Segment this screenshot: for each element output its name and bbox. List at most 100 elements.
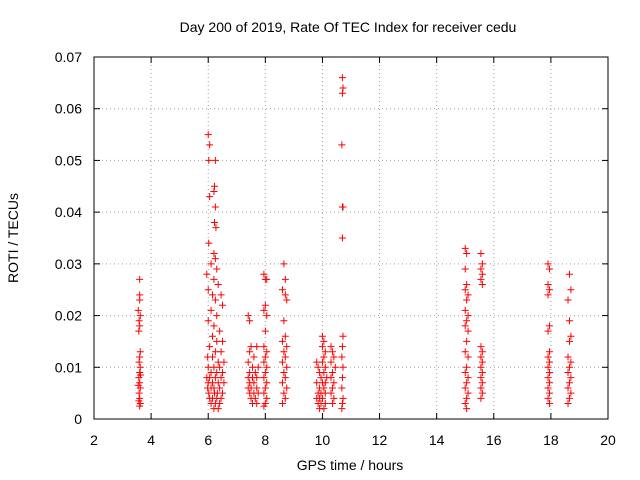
data-point (464, 312, 472, 320)
data-point (545, 399, 553, 407)
data-point (545, 265, 553, 273)
data-point (211, 255, 219, 263)
data-point (253, 374, 261, 382)
data-point (327, 389, 335, 397)
data-point (464, 374, 472, 382)
data-point (321, 363, 329, 371)
data-point (211, 182, 219, 190)
data-point (478, 358, 486, 366)
y-axis: 0 0.01 0.02 0.03 0.04 0.05 0.06 0.07 (55, 49, 608, 427)
data-point (477, 353, 485, 361)
data-point (320, 368, 328, 376)
data-point (328, 384, 336, 392)
data-point (136, 296, 144, 304)
data-point (246, 348, 254, 356)
data-point (134, 306, 142, 314)
data-point (564, 399, 572, 407)
data-point (212, 224, 220, 232)
x-tick-label: 20 (600, 432, 616, 448)
data-point (461, 384, 469, 392)
data-point (210, 250, 218, 258)
data-point (278, 286, 286, 294)
data-point (314, 363, 322, 371)
y-tick-label: 0.03 (55, 256, 82, 272)
data-point (136, 312, 144, 320)
data-point (204, 286, 212, 294)
plot-frame (93, 56, 609, 420)
data-point (477, 343, 485, 351)
x-tick-label: 18 (543, 432, 559, 448)
data-point (260, 358, 268, 366)
data-point (205, 156, 213, 164)
data-point (211, 218, 219, 226)
data-point (204, 131, 212, 139)
data-point (477, 363, 485, 371)
data-point (281, 394, 289, 402)
data-point (567, 374, 575, 382)
x-tick-label: 10 (315, 432, 331, 448)
data-point (565, 379, 573, 387)
data-point (217, 348, 225, 356)
data-point (244, 312, 252, 320)
data-point (261, 301, 269, 309)
data-point (567, 286, 575, 294)
data-point (219, 389, 226, 397)
data-point (339, 394, 347, 402)
data-point (545, 348, 553, 356)
data-point (478, 368, 486, 376)
data-point (318, 394, 326, 402)
data-point (567, 389, 575, 397)
data-point (338, 74, 346, 82)
data-point (216, 363, 224, 371)
data-point (260, 402, 268, 410)
data-point (338, 384, 346, 392)
data-point (544, 327, 552, 335)
data-point (278, 399, 286, 407)
data-point (318, 332, 326, 340)
data-point (478, 379, 486, 387)
data-point (251, 394, 259, 402)
data-point (338, 374, 346, 382)
data-point (280, 348, 288, 356)
data-point (463, 379, 471, 387)
data-point (253, 399, 261, 407)
data-point (463, 394, 471, 402)
data-point (280, 317, 288, 325)
data-point (219, 368, 226, 376)
data-point (461, 265, 469, 273)
data-point (327, 343, 335, 351)
data-point (263, 312, 271, 320)
data-point (213, 312, 221, 320)
data-point (478, 389, 486, 397)
data-point (263, 379, 271, 387)
data-point (280, 389, 288, 397)
data-point (261, 353, 269, 361)
data-point (544, 281, 552, 289)
data-point (564, 296, 572, 304)
data-point (219, 337, 226, 345)
data-point (339, 363, 347, 371)
data-point (281, 353, 289, 361)
data-point (283, 363, 291, 371)
data-point (136, 275, 144, 283)
data-point (544, 353, 552, 361)
data-point (461, 348, 469, 356)
data-point (206, 193, 214, 201)
data-point (463, 405, 471, 413)
data-point (328, 368, 336, 376)
data-point (137, 371, 145, 379)
data-point (463, 337, 471, 345)
data-point (545, 379, 553, 387)
data-point (216, 327, 224, 335)
data-point (136, 348, 144, 356)
data-point (545, 368, 553, 376)
data-point (206, 343, 214, 351)
data-point (544, 394, 552, 402)
data-point (330, 379, 338, 387)
data-point (545, 389, 553, 397)
data-point (321, 379, 329, 387)
data-point (565, 317, 573, 325)
data-point (278, 337, 286, 345)
data-point (135, 327, 143, 335)
data-point (263, 394, 271, 402)
